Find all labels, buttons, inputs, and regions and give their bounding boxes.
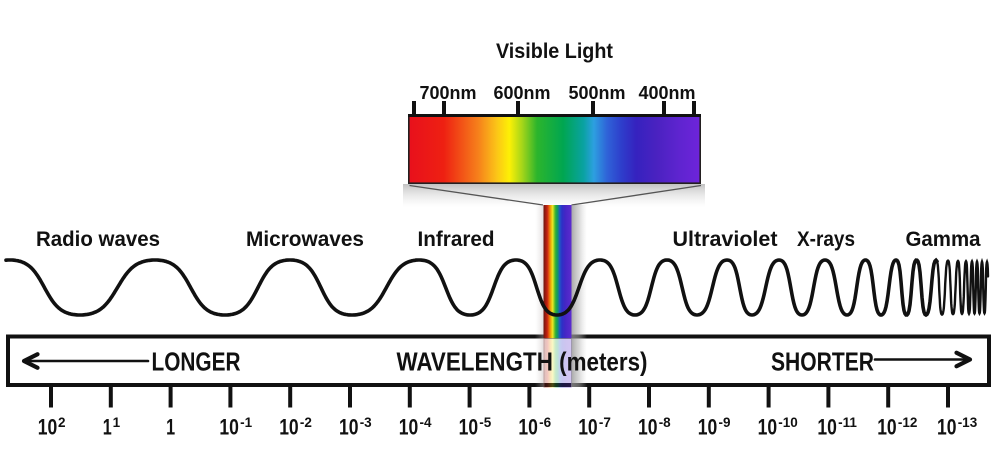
svg-text:-5: -5: [479, 415, 491, 430]
svg-text:-9: -9: [719, 415, 731, 430]
svg-text:10: 10: [817, 415, 837, 440]
svg-text:SHORTER: SHORTER: [771, 347, 874, 377]
svg-text:-8: -8: [659, 415, 671, 430]
svg-text:-10: -10: [778, 415, 798, 430]
svg-text:400nm: 400nm: [639, 83, 696, 103]
svg-text:-13: -13: [958, 415, 978, 430]
svg-text:LONGER: LONGER: [152, 347, 241, 377]
svg-text:1: 1: [113, 415, 121, 430]
svg-text:10: 10: [38, 415, 58, 440]
svg-text:10: 10: [698, 415, 718, 440]
svg-text:10: 10: [638, 415, 658, 440]
svg-text:-1: -1: [240, 415, 252, 430]
svg-text:X-rays: X-rays: [797, 228, 855, 251]
svg-text:10: 10: [339, 415, 359, 440]
svg-text:1: 1: [103, 415, 112, 440]
svg-text:Microwaves: Microwaves: [246, 228, 364, 251]
svg-text:Ultraviolet: Ultraviolet: [673, 228, 778, 251]
svg-text:10: 10: [877, 415, 897, 440]
svg-text:-7: -7: [599, 415, 611, 430]
svg-text:10: 10: [758, 415, 778, 440]
svg-text:10: 10: [219, 415, 239, 440]
svg-text:10: 10: [279, 415, 299, 440]
svg-text:WAVELENGTH (meters): WAVELENGTH (meters): [397, 347, 648, 377]
svg-text:2: 2: [58, 415, 66, 430]
svg-text:-4: -4: [420, 415, 432, 430]
svg-text:10: 10: [399, 415, 419, 440]
svg-text:1: 1: [166, 415, 175, 440]
svg-text:600nm: 600nm: [494, 83, 551, 103]
svg-text:Gamma: Gamma: [906, 228, 981, 251]
svg-text:10: 10: [518, 415, 538, 440]
svg-text:-6: -6: [539, 415, 551, 430]
svg-text:10: 10: [578, 415, 598, 440]
svg-text:-3: -3: [360, 415, 372, 430]
svg-text:Infrared: Infrared: [418, 228, 495, 251]
svg-text:500nm: 500nm: [569, 83, 626, 103]
svg-text:-12: -12: [898, 415, 918, 430]
svg-text:Visible Light: Visible Light: [496, 39, 613, 63]
svg-text:10: 10: [459, 415, 479, 440]
svg-text:700nm: 700nm: [420, 83, 477, 103]
svg-text:-2: -2: [300, 415, 312, 430]
svg-text:-11: -11: [838, 415, 857, 430]
svg-text:10: 10: [937, 415, 957, 440]
svg-text:Radio waves: Radio waves: [36, 228, 160, 251]
